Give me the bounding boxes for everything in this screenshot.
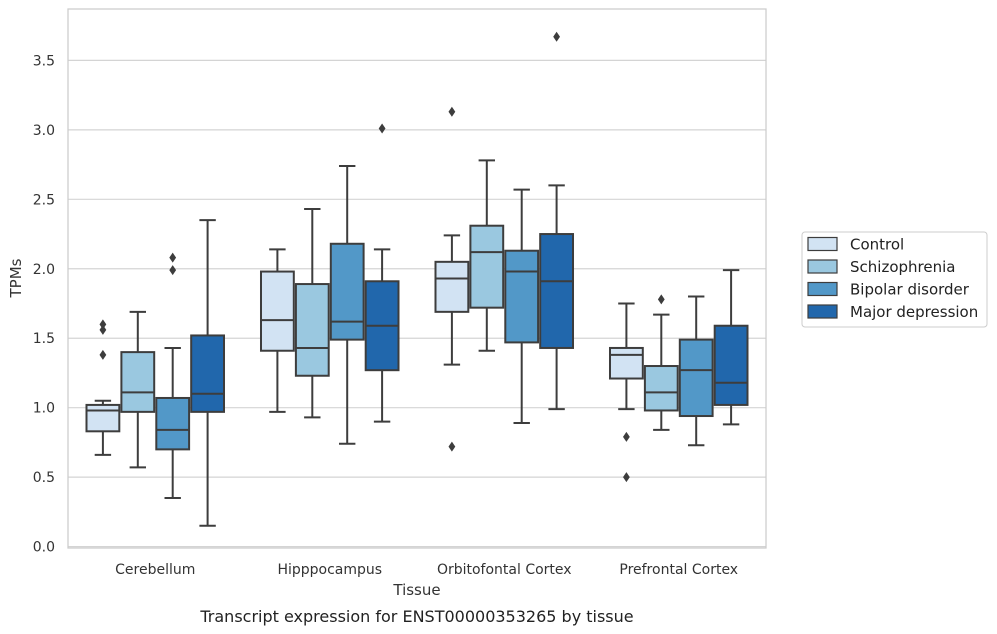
- legend-label: Schizophrenia: [850, 258, 955, 276]
- outlier-point: [99, 349, 107, 360]
- y-tick-label: 2.5: [33, 192, 55, 208]
- legend-swatch: [807, 236, 838, 252]
- boxes: [85, 31, 749, 527]
- legend-swatch: [807, 304, 838, 319]
- y-tick-label: 2.0: [33, 262, 55, 278]
- box-group: [434, 106, 470, 452]
- x-tick-label: Prefrontal Cortex: [619, 562, 738, 578]
- box-iqr: [713, 324, 749, 406]
- plot-frame: [67, 8, 767, 549]
- chart-caption: Transcript expression for ENST0000035326…: [199, 607, 633, 626]
- box-iqr: [608, 346, 644, 380]
- box-iqr: [85, 403, 121, 433]
- legend-frame: [801, 231, 988, 328]
- x-tick-label: Cerebellum: [115, 562, 195, 578]
- x-axis-label: Tissue: [392, 581, 440, 599]
- box-iqr: [259, 270, 295, 352]
- y-tick-label: 0.5: [33, 470, 55, 486]
- outlier-point: [378, 123, 386, 134]
- box-group: [713, 269, 749, 426]
- outlier-point: [657, 294, 665, 305]
- outlier-point: [448, 441, 456, 452]
- box-group: [539, 31, 575, 411]
- box-iqr: [120, 351, 156, 413]
- box-group: [120, 310, 156, 469]
- outlier-point: [623, 431, 630, 442]
- legend-swatch: [807, 281, 838, 297]
- y-tick-label: 0.0: [33, 540, 55, 556]
- box-group: [469, 159, 505, 352]
- x-axis-ticks: Cerebellum Hipppocampus Orbitofontal Corte…: [115, 562, 738, 578]
- legend-swatch: [807, 259, 838, 274]
- box-group: [259, 248, 295, 413]
- box-iqr: [155, 396, 191, 451]
- outlier-point: [448, 106, 456, 117]
- box-group: [364, 123, 400, 423]
- outlier-point: [623, 472, 630, 483]
- y-tick-label: 3.0: [33, 123, 55, 139]
- y-tick-label: 1.5: [33, 331, 55, 347]
- box-iqr: [434, 260, 470, 313]
- box-iqr: [504, 249, 540, 344]
- y-tick-label: 3.5: [33, 53, 55, 69]
- outlier-point: [169, 265, 177, 276]
- outlier-point: [169, 252, 177, 263]
- box-iqr: [469, 224, 505, 309]
- outlier-point: [99, 319, 107, 330]
- y-tick-label: 1.0: [33, 401, 55, 417]
- y-axis-label: TPMs: [7, 258, 25, 298]
- box-group: [643, 294, 679, 431]
- legend-label: Bipolar disorder: [850, 281, 970, 299]
- x-tick-label: Orbitofontal Cortex: [437, 562, 572, 578]
- box-iqr: [643, 365, 679, 412]
- box-iqr: [539, 233, 575, 349]
- outlier-point: [553, 31, 560, 42]
- box-group: [85, 319, 121, 456]
- box-group: [608, 302, 644, 483]
- box-group: [504, 188, 540, 424]
- box-group: [678, 295, 714, 447]
- box-group: [329, 164, 365, 445]
- legend-label: Control: [850, 236, 904, 254]
- legend: Control Schizophrenia Bipolar disorder Majo…: [801, 231, 988, 328]
- x-tick-label: Hipppocampus: [277, 562, 382, 578]
- box-group: [190, 219, 226, 527]
- box-iqr: [329, 242, 365, 341]
- box-iqr: [678, 338, 714, 418]
- box-iqr: [190, 334, 226, 413]
- y-axis-ticks: 0.0 0.5 1.0 1.5 2.0 2.5 3.0 3.5: [33, 53, 55, 555]
- box-group: [155, 252, 191, 499]
- box-iqr: [294, 283, 330, 377]
- box-group: [294, 208, 330, 419]
- outlier-point: [99, 324, 107, 335]
- legend-label: Major depression: [850, 303, 978, 321]
